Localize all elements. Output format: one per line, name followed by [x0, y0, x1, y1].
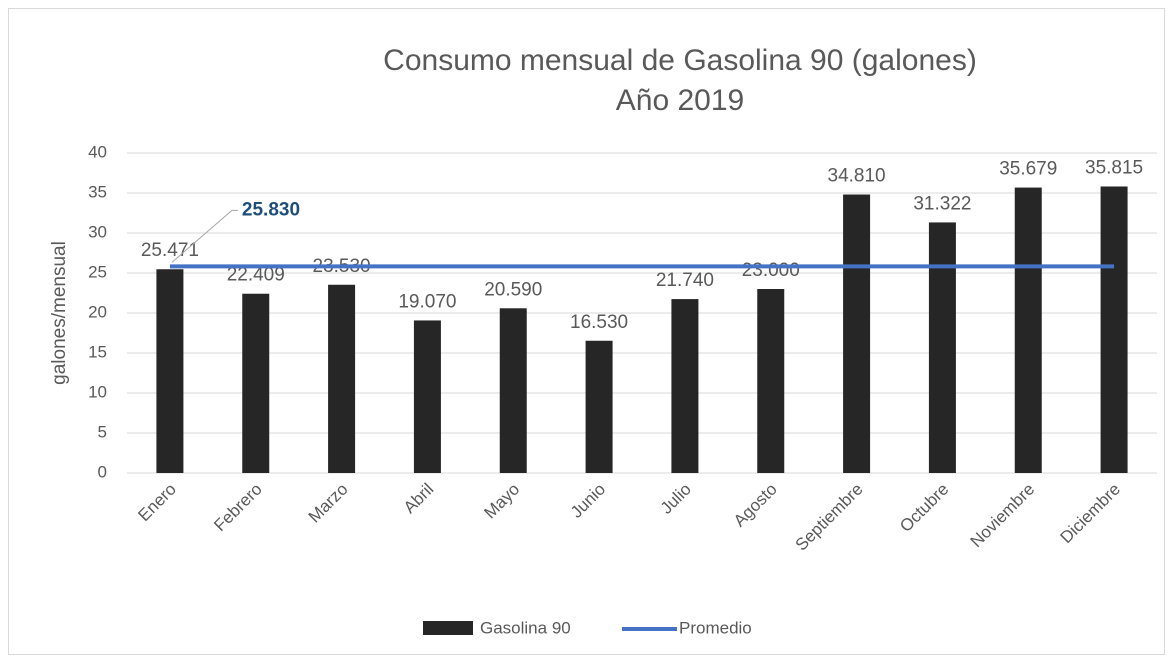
y-tick-label: 15	[88, 342, 107, 361]
data-label: 22.409	[227, 265, 285, 286]
legend-label: Gasolina 90	[480, 618, 571, 637]
bar	[242, 293, 270, 473]
data-label: 19.070	[398, 291, 456, 312]
data-label: 35.815	[1085, 157, 1143, 178]
chart-border	[8, 8, 1165, 655]
data-label: 25.830	[242, 199, 300, 220]
y-tick-label: 25	[88, 262, 107, 281]
data-label: 35.679	[999, 159, 1057, 180]
bar	[671, 299, 699, 473]
bar	[328, 284, 356, 473]
data-label: 34.810	[828, 166, 886, 187]
y-tick-label: 30	[88, 222, 107, 241]
legend-swatch	[423, 621, 473, 635]
bar	[585, 340, 613, 473]
y-tick-label: 10	[88, 382, 107, 401]
bar	[413, 320, 441, 473]
data-label: 31.322	[913, 193, 971, 214]
bar	[928, 222, 956, 473]
chart-title: Consumo mensual de Gasolina 90 (galones)	[383, 44, 977, 77]
data-label: 23.000	[742, 260, 800, 281]
bar	[156, 269, 184, 473]
bar	[1014, 187, 1042, 473]
chart-subtitle: Año 2019	[616, 84, 744, 117]
data-label: 25.471	[141, 240, 199, 261]
data-label: 20.590	[484, 279, 542, 300]
y-tick-label: 40	[88, 142, 107, 161]
bar	[843, 194, 871, 473]
bar	[499, 308, 527, 473]
y-axis-title: galones/mensual	[49, 241, 70, 385]
bar	[1100, 186, 1128, 474]
data-label: 21.740	[656, 270, 714, 291]
bar	[757, 289, 785, 473]
y-tick-label: 0	[98, 462, 107, 481]
legend-label: Promedio	[679, 618, 752, 637]
y-tick-label: 35	[88, 182, 107, 201]
y-tick-label: 20	[88, 302, 107, 321]
y-tick-label: 5	[98, 422, 107, 441]
data-label: 16.530	[570, 312, 628, 333]
leader-line	[171, 209, 238, 263]
